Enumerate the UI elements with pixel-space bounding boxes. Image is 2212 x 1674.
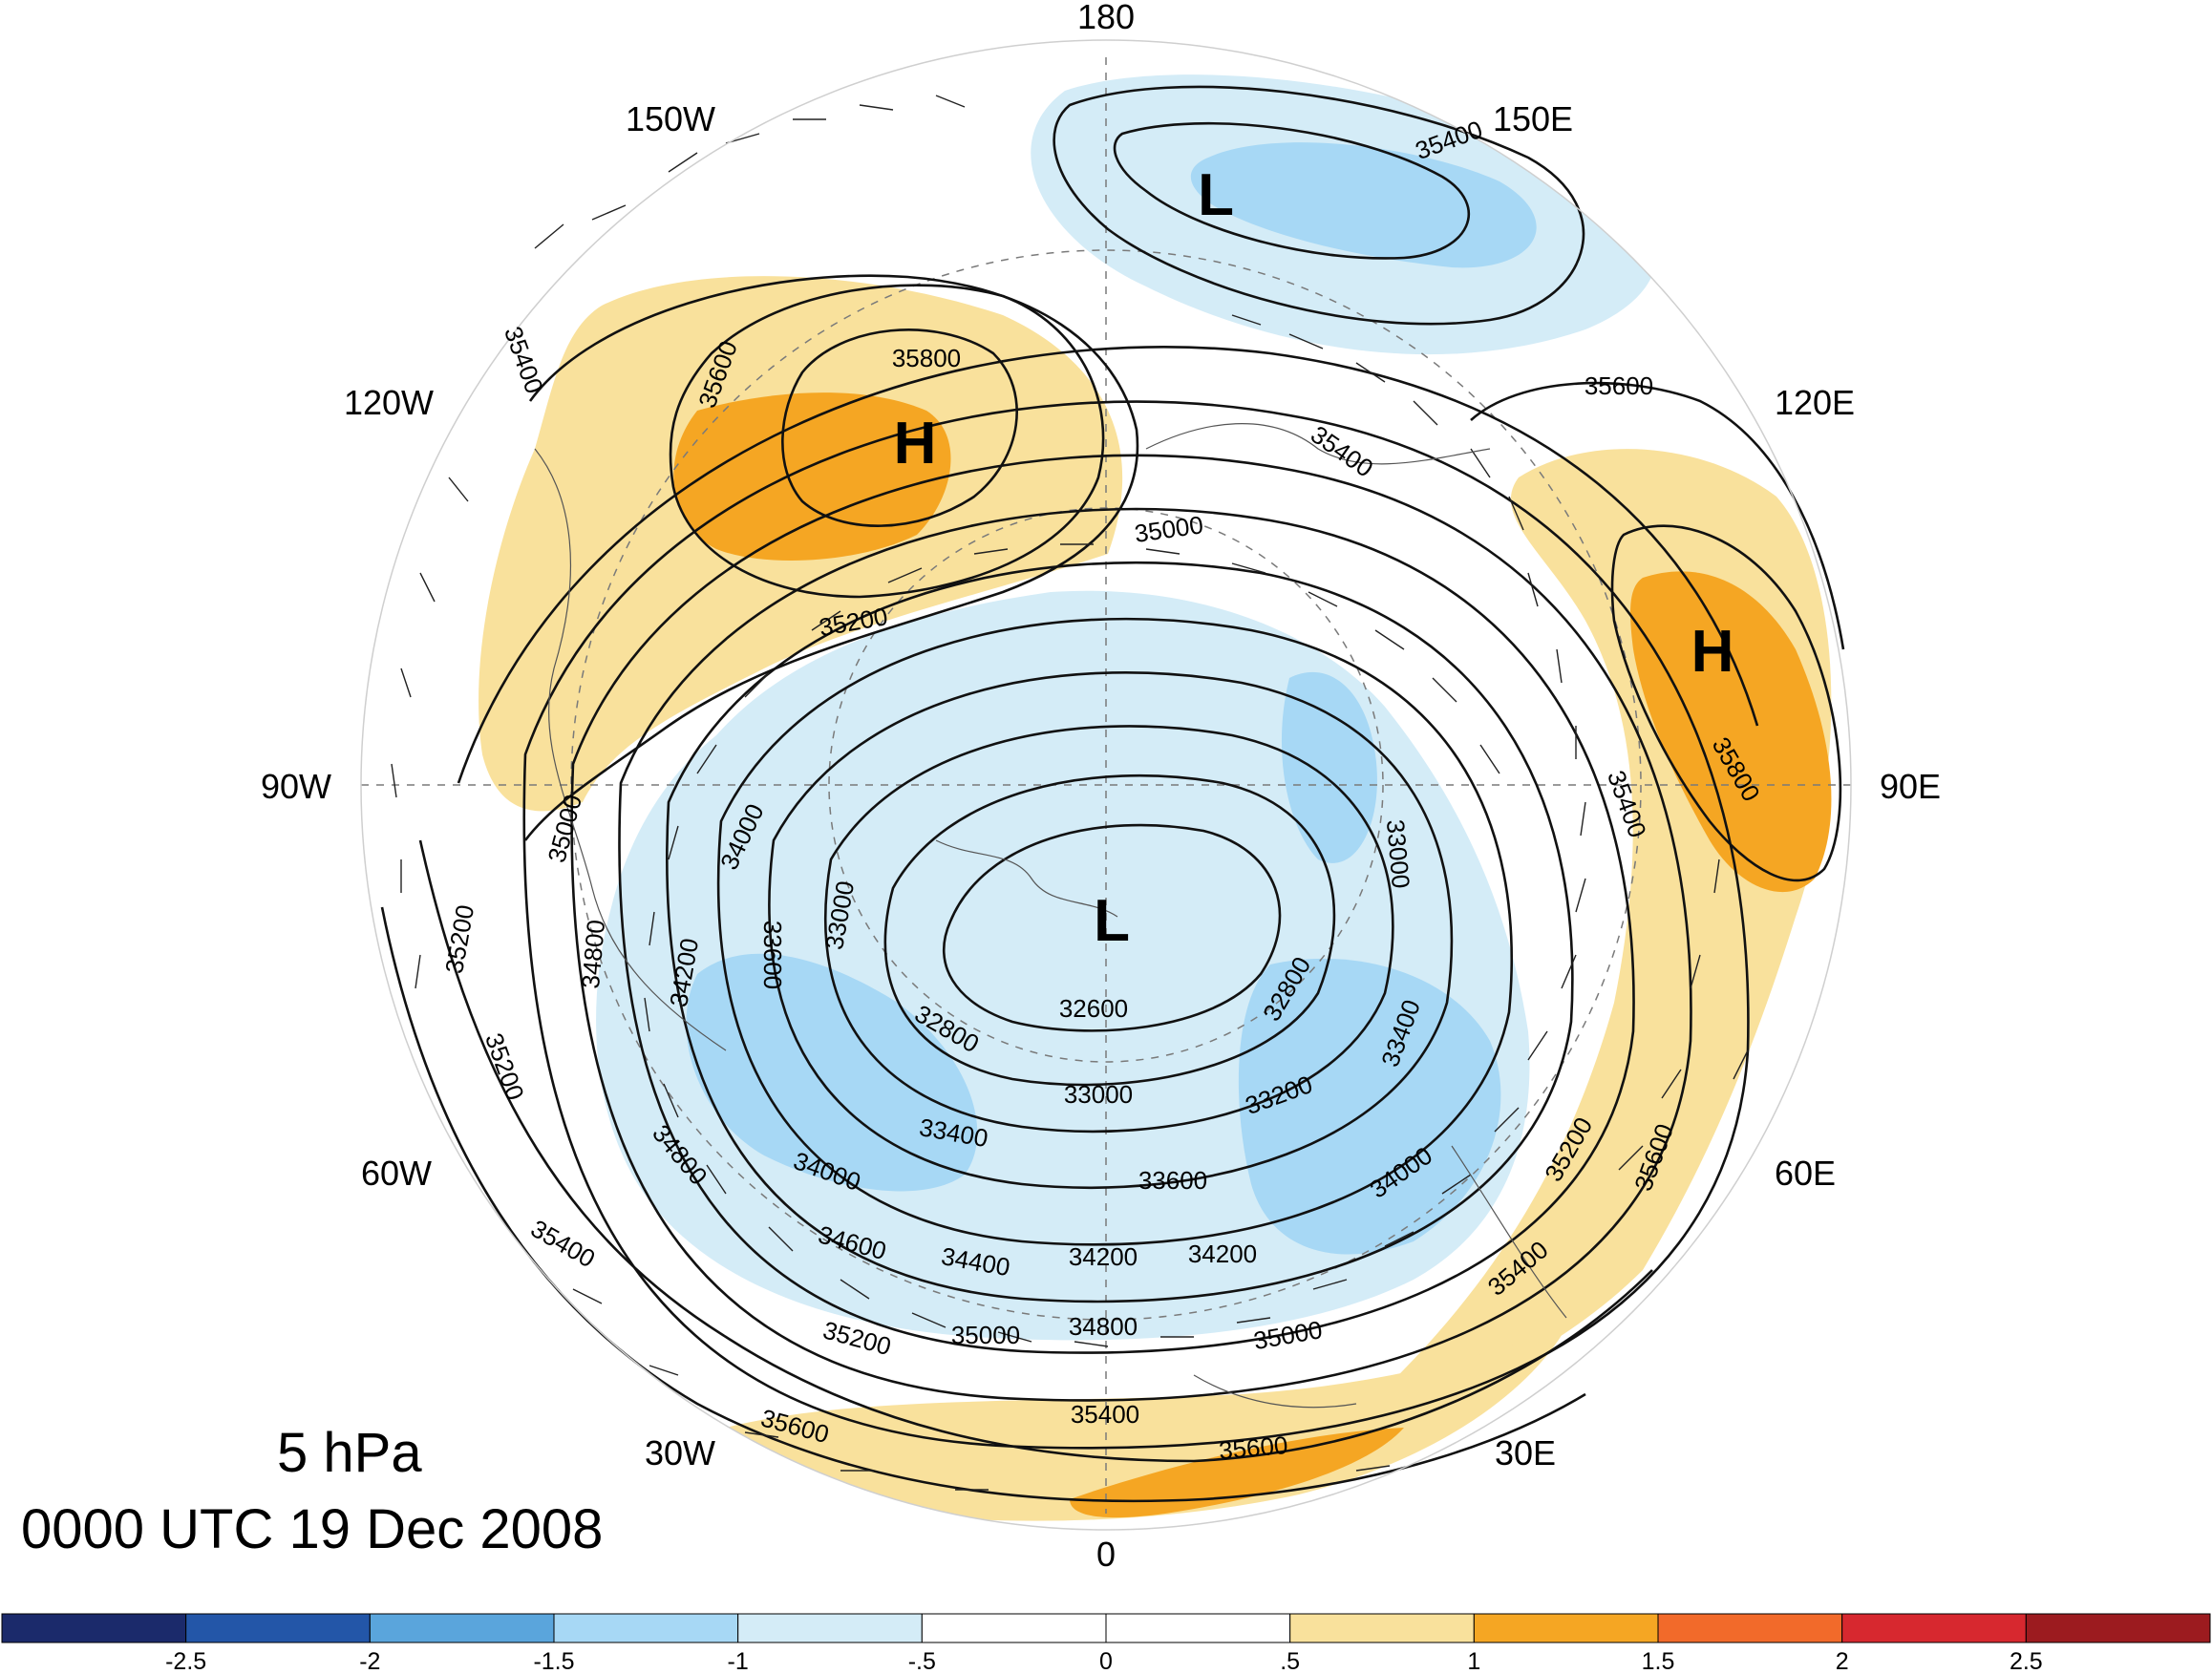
colorbar-segment — [921, 1613, 1107, 1643]
lon-label-150w: 150W — [626, 99, 715, 138]
colorbar-tick-label: 0 — [1099, 1648, 1113, 1674]
colorbar-tick-label: .5 — [1280, 1648, 1300, 1674]
colorbar-segment — [185, 1613, 371, 1643]
low-pacific-marker: L — [1198, 162, 1234, 228]
colorbar-segment — [369, 1613, 555, 1643]
colorbar-tick-label: 1.5 — [1642, 1648, 1675, 1674]
contour-label: 32600 — [1059, 994, 1128, 1023]
contour-label: 33000 — [1064, 1080, 1133, 1109]
colorbar-tick-label: 2 — [1836, 1648, 1849, 1674]
contour-label: 33600 — [758, 921, 787, 989]
colorbar-segment — [2025, 1613, 2211, 1643]
contour-label: 35400 — [1071, 1400, 1139, 1429]
contour-label: 35000 — [1133, 510, 1205, 548]
lon-label-180: 180 — [1077, 0, 1135, 36]
colorbar-segment — [553, 1613, 739, 1643]
high-north-america-marker: H — [894, 411, 937, 477]
asia-positive-anomaly-strong — [1630, 571, 1832, 893]
colorbar-segment — [1289, 1613, 1475, 1643]
contour-label: 35000 — [951, 1321, 1020, 1349]
coastlines — [534, 423, 1567, 1409]
colorbar-tick-label: -1.5 — [533, 1648, 574, 1674]
contour-label: 34200 — [1069, 1242, 1138, 1271]
vortex-negative-anomaly-strong-north — [1281, 671, 1377, 863]
contour-label: 35200 — [479, 1029, 530, 1104]
colorbar-tick-label: 2.5 — [2010, 1648, 2043, 1674]
colorbar-segment — [1841, 1613, 2027, 1643]
colorbar-tick-label: -2 — [359, 1648, 380, 1674]
colorbar-segment — [737, 1613, 923, 1643]
pressure-centers: L H H L — [894, 162, 1734, 954]
lon-label-90w: 90W — [261, 767, 331, 806]
contour-label: 35600 — [1218, 1430, 1289, 1465]
na-positive-anomaly-strong — [673, 392, 951, 561]
low-polar-vortex-marker: L — [1094, 888, 1130, 954]
contour-label: 35800 — [892, 344, 961, 372]
pressure-level-label: 5 hPa — [277, 1422, 422, 1484]
contour-label: 34800 — [1069, 1312, 1138, 1341]
lon-label-60e: 60E — [1775, 1154, 1836, 1193]
contour-label: 33600 — [1138, 1166, 1207, 1195]
colorbar-segment — [1657, 1613, 1843, 1643]
high-asia-marker: H — [1691, 619, 1734, 685]
lon-label-90e: 90E — [1880, 767, 1941, 806]
map-boundary — [360, 39, 1852, 1531]
colorbar-tick-label: -.5 — [908, 1648, 936, 1674]
colorbar-tick-label: 1 — [1467, 1648, 1480, 1674]
colorbar: -2.5 -2 -1.5 -1 -.5 0 .5 1 1.5 2 2.5 — [1, 1613, 2211, 1674]
atlantic-positive-anomaly-weak — [724, 1327, 1566, 1521]
contour-label: 35400 — [1306, 420, 1378, 483]
lon-label-0: 0 — [1096, 1535, 1116, 1574]
valid-time-label: 0000 UTC 19 Dec 2008 — [21, 1498, 604, 1560]
lon-label-120e: 120E — [1775, 383, 1855, 422]
pacific-negative-anomaly-strong — [1190, 142, 1537, 268]
atlantic-positive-anomaly-strong — [1070, 1428, 1404, 1518]
lon-label-30e: 30E — [1495, 1433, 1556, 1473]
colorbar-tick-label: -2.5 — [165, 1648, 206, 1674]
contour-label: 35400 — [499, 323, 549, 397]
lon-label-60w: 60W — [361, 1154, 432, 1193]
contour-label: 34800 — [576, 919, 610, 990]
lon-label-150e: 150E — [1493, 99, 1573, 138]
longitude-labels: 180 150E 120E 90E 60E 30E 0 30W 60W 90W … — [261, 0, 1941, 1574]
contour-label: 35600 — [1585, 371, 1653, 400]
lon-label-30w: 30W — [645, 1433, 715, 1473]
colorbar-segment — [1105, 1613, 1291, 1643]
colorbar-tick-label: -1 — [728, 1648, 749, 1674]
colorbar-segment — [1473, 1613, 1659, 1643]
lon-label-120w: 120W — [344, 383, 434, 422]
contour-label: 33000 — [1381, 818, 1415, 890]
graticule — [361, 57, 1851, 1514]
colorbar-segment — [1, 1613, 187, 1643]
wind-barbs — [391, 95, 1749, 1491]
contour-label: 34200 — [1188, 1240, 1257, 1268]
height-contours — [380, 85, 1845, 1503]
contour-label: 35200 — [439, 902, 479, 975]
